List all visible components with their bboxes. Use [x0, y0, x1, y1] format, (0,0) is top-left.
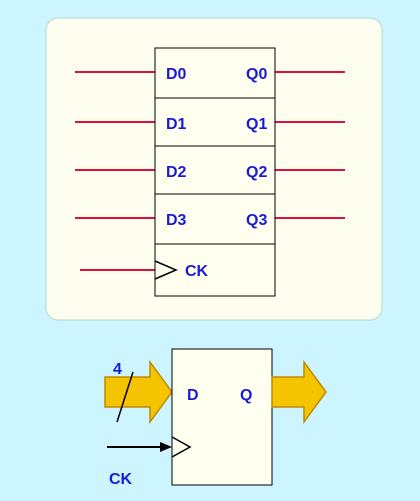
label-q0: Q0	[246, 66, 267, 83]
bus-label-q: Q	[240, 387, 252, 404]
clock-triangle-icon	[154, 260, 178, 280]
register-block	[154, 47, 276, 297]
bus-width-label: 4	[113, 361, 122, 378]
label-d1: D1	[166, 116, 187, 133]
label-d0: D0	[166, 66, 187, 83]
label-q2: Q2	[246, 164, 267, 181]
label-q1: Q1	[246, 116, 267, 133]
bus-clock-triangle-icon	[171, 436, 192, 458]
label-d2: D2	[166, 164, 187, 181]
label-ck: CK	[185, 263, 209, 280]
label-d3: D3	[166, 212, 187, 229]
output-bus-arrow-icon	[271, 359, 327, 425]
bus-label-ck: CK	[109, 471, 133, 488]
bus-width-slash	[116, 371, 134, 423]
bus-register-block	[171, 348, 273, 486]
clock-arrowhead-icon	[160, 442, 172, 452]
bus-label-d: D	[187, 387, 199, 404]
label-q3: Q3	[246, 212, 267, 229]
